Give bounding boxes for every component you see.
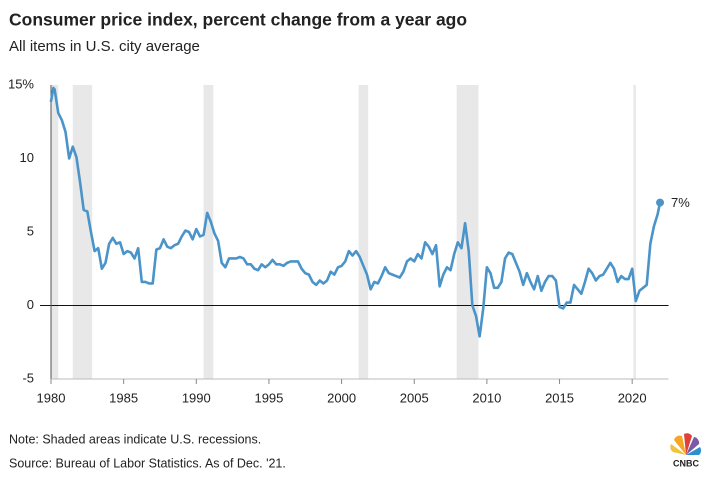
y-tick-label: 0 — [27, 297, 34, 312]
series-line — [49, 86, 662, 338]
y-tick-label: 5 — [27, 223, 34, 238]
logo-feather — [686, 437, 700, 455]
chart-title: Consumer price index, percent change fro… — [9, 10, 467, 30]
logo-text: CNBC — [673, 458, 699, 468]
end-label: 7% — [671, 195, 690, 210]
logo-feather — [686, 447, 702, 455]
chart-subtitle: All items in U.S. city average — [9, 38, 200, 55]
x-tick-label: 2015 — [545, 390, 574, 405]
recession-band — [633, 85, 636, 379]
recession-band — [51, 85, 59, 379]
x-tick-label: 1980 — [37, 390, 66, 405]
end-point — [656, 198, 665, 207]
x-tick-label: 1985 — [109, 390, 138, 405]
recession-band — [203, 85, 214, 379]
y-tick-label: -5 — [22, 370, 34, 385]
note: Note: Shaded areas indicate U.S. recessi… — [9, 432, 261, 446]
y-tick-label: 10 — [20, 150, 34, 165]
x-tick-label: 2000 — [327, 390, 356, 405]
source: Source: Bureau of Labor Statistics. As o… — [9, 456, 286, 470]
x-tick-label: 1990 — [182, 390, 211, 405]
recession-band — [72, 85, 93, 379]
recession-band — [456, 85, 479, 379]
x-tick-label: 2020 — [618, 390, 647, 405]
logo: CNBC — [670, 433, 702, 468]
logo-feather — [670, 444, 686, 455]
recession-band — [358, 85, 369, 379]
x-tick-label: 2010 — [472, 390, 501, 405]
x-tick-label: 2005 — [400, 390, 429, 405]
logo-feather — [674, 435, 686, 455]
logo-feather — [684, 433, 692, 455]
x-tick-label: 1995 — [254, 390, 283, 405]
y-tick-label: 15% — [8, 76, 34, 91]
